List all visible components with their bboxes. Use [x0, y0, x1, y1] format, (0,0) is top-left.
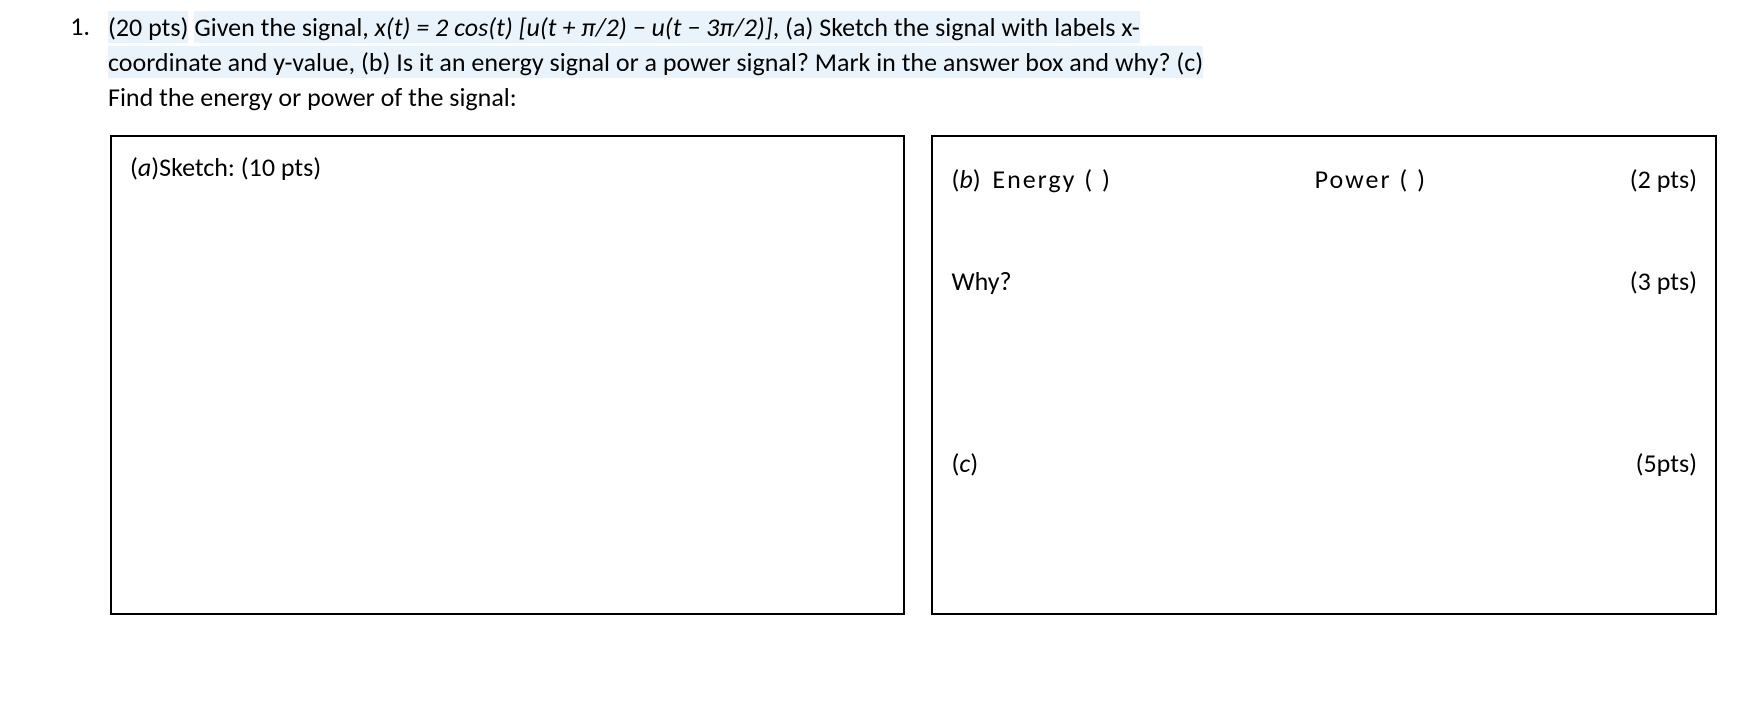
- part-b-row: (b) Energy ( ) Power ( ) (2 pts): [951, 163, 1697, 195]
- prompt-equation: x(t) = 2 cos(t) [u(t + π/2) − u(t − 3π/2…: [375, 11, 773, 43]
- why-row: Why? (3 pts): [951, 265, 1697, 297]
- box-a-header: (a)Sketch: (10 pts): [130, 151, 885, 183]
- question-body: (20 pts) Given the signal, x(t) = 2 cos(…: [108, 10, 1717, 115]
- answer-box-a: (a)Sketch: (10 pts): [110, 135, 905, 615]
- answer-box-b: (b) Energy ( ) Power ( ) (2 pts) Why? (3…: [931, 135, 1717, 615]
- points-label: (20 pts): [108, 11, 188, 43]
- prompt-text-3: Find the energy or power of the signal:: [108, 81, 517, 113]
- part-c-row: (c) (5pts): [951, 447, 1697, 479]
- box-a-prefix-letter: a: [138, 151, 151, 183]
- why-label: Why?: [951, 265, 1011, 297]
- prompt-text-2: coordinate and y-value, (b) Is it an ene…: [108, 46, 1203, 78]
- question-row: 1. (20 pts) Given the signal, x(t) = 2 c…: [40, 10, 1717, 115]
- part-b-points: (2 pts): [1630, 163, 1697, 195]
- answer-boxes: (a)Sketch: (10 pts) (b) Energy ( ) Power…: [110, 135, 1717, 615]
- part-c-prefix-wrap: (c): [951, 447, 978, 479]
- prompt-text-1b: , (a) Sketch the signal with labels x-: [773, 11, 1140, 43]
- prompt-text-1a-content: Given the signal,: [194, 11, 374, 43]
- power-label: Power ( ): [1315, 163, 1427, 195]
- energy-label: Energy ( ): [992, 163, 1112, 195]
- box-a-label: Sketch: (10 pts): [159, 151, 321, 183]
- part-c-points: (5pts): [1636, 447, 1697, 479]
- part-c-letter: c: [959, 447, 970, 479]
- page: 1. (20 pts) Given the signal, x(t) = 2 c…: [0, 0, 1747, 724]
- part-b-prefix-wrap: (b) Energy ( ): [951, 163, 1111, 195]
- part-b-letter: b: [959, 163, 972, 195]
- box-a-prefix: (a): [130, 151, 159, 183]
- question-number: 1.: [40, 10, 108, 42]
- question-prompt: (20 pts) Given the signal, x(t) = 2 cos(…: [108, 10, 1717, 115]
- why-points: (3 pts): [1630, 265, 1697, 297]
